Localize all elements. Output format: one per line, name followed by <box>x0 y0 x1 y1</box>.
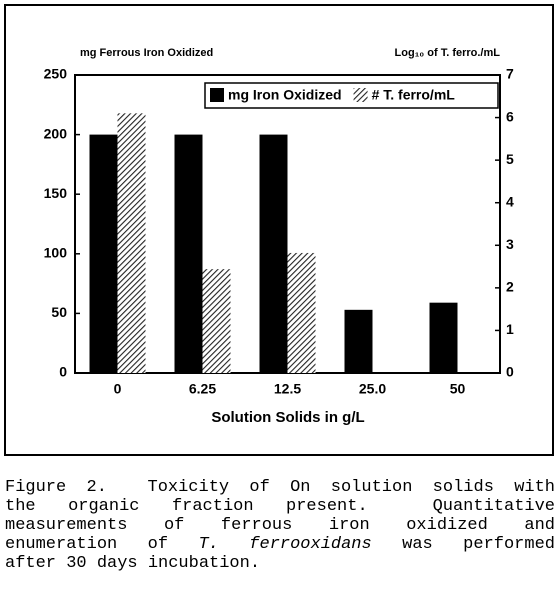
caption-text: was performed <box>371 535 555 554</box>
y-tick-label: 150 <box>44 185 68 201</box>
bar <box>89 134 118 373</box>
y2-tick-label: 2 <box>506 279 514 295</box>
bar <box>259 134 288 373</box>
caption-text: after 30 days incubation. <box>5 554 261 573</box>
legend-swatch <box>353 88 368 102</box>
frame <box>4 4 554 456</box>
y2-tick-label: 3 <box>506 236 514 252</box>
caption-text: enumeration of <box>5 535 199 554</box>
caption-line: enumeration of T. ferrooxidans was perfo… <box>5 535 555 554</box>
y-tick-label: 250 <box>44 66 68 82</box>
legend-label: mg Iron Oxidized <box>228 87 342 103</box>
y2-title: Log₁₀ of T. ferro./mL <box>395 47 501 59</box>
caption-line: Figure 2. Toxicity of On solution solids… <box>5 478 555 497</box>
x-tick-label: 0 <box>114 381 122 397</box>
bar <box>429 302 458 373</box>
legend-box <box>204 82 499 109</box>
y-tick-label: 0 <box>59 364 67 380</box>
caption-text: measurements of ferrous iron oxidized an… <box>5 516 555 535</box>
legend-swatch <box>210 88 224 102</box>
y2-tick-label: 0 <box>506 364 514 380</box>
y2-tick-label: 6 <box>506 108 514 124</box>
caption: Figure 2. Toxicity of On solution solids… <box>5 478 555 573</box>
x-tick-label: 50 <box>450 381 466 397</box>
caption-line: measurements of ferrous iron oxidized an… <box>5 516 555 535</box>
chart: mg Ferrous Iron Oxidized Log₁₀ of T. fer… <box>4 4 554 456</box>
y2-tick-label: 4 <box>506 193 514 209</box>
legend-label: # T. ferro/mL <box>372 87 456 103</box>
x-tick-label: 25.0 <box>359 381 386 397</box>
caption-text: Figure 2. Toxicity of On solution solids… <box>5 478 555 497</box>
bar <box>202 269 231 373</box>
y-title: mg Ferrous Iron Oxidized <box>80 47 213 59</box>
caption-line: after 30 days incubation. <box>5 554 555 573</box>
y-tick-label: 200 <box>44 125 68 141</box>
caption-line: the organic fraction present. Quantitati… <box>5 497 555 516</box>
bar <box>344 309 373 373</box>
y-tick-label: 50 <box>51 304 67 320</box>
y-tick-label: 100 <box>44 245 68 261</box>
x-tick-label: 12.5 <box>274 381 301 397</box>
y2-tick-label: 5 <box>506 151 514 167</box>
x-title: Solution Solids in g/L <box>211 409 364 426</box>
caption-text: the organic fraction present. Quantitati… <box>5 497 555 516</box>
y2-tick-label: 1 <box>506 321 514 337</box>
bar <box>174 134 203 373</box>
x-tick-label: 6.25 <box>189 381 216 397</box>
y2-tick-label: 7 <box>506 66 514 82</box>
bar <box>117 113 146 374</box>
caption-text: T. ferrooxidans <box>198 535 372 554</box>
bar <box>287 252 316 373</box>
